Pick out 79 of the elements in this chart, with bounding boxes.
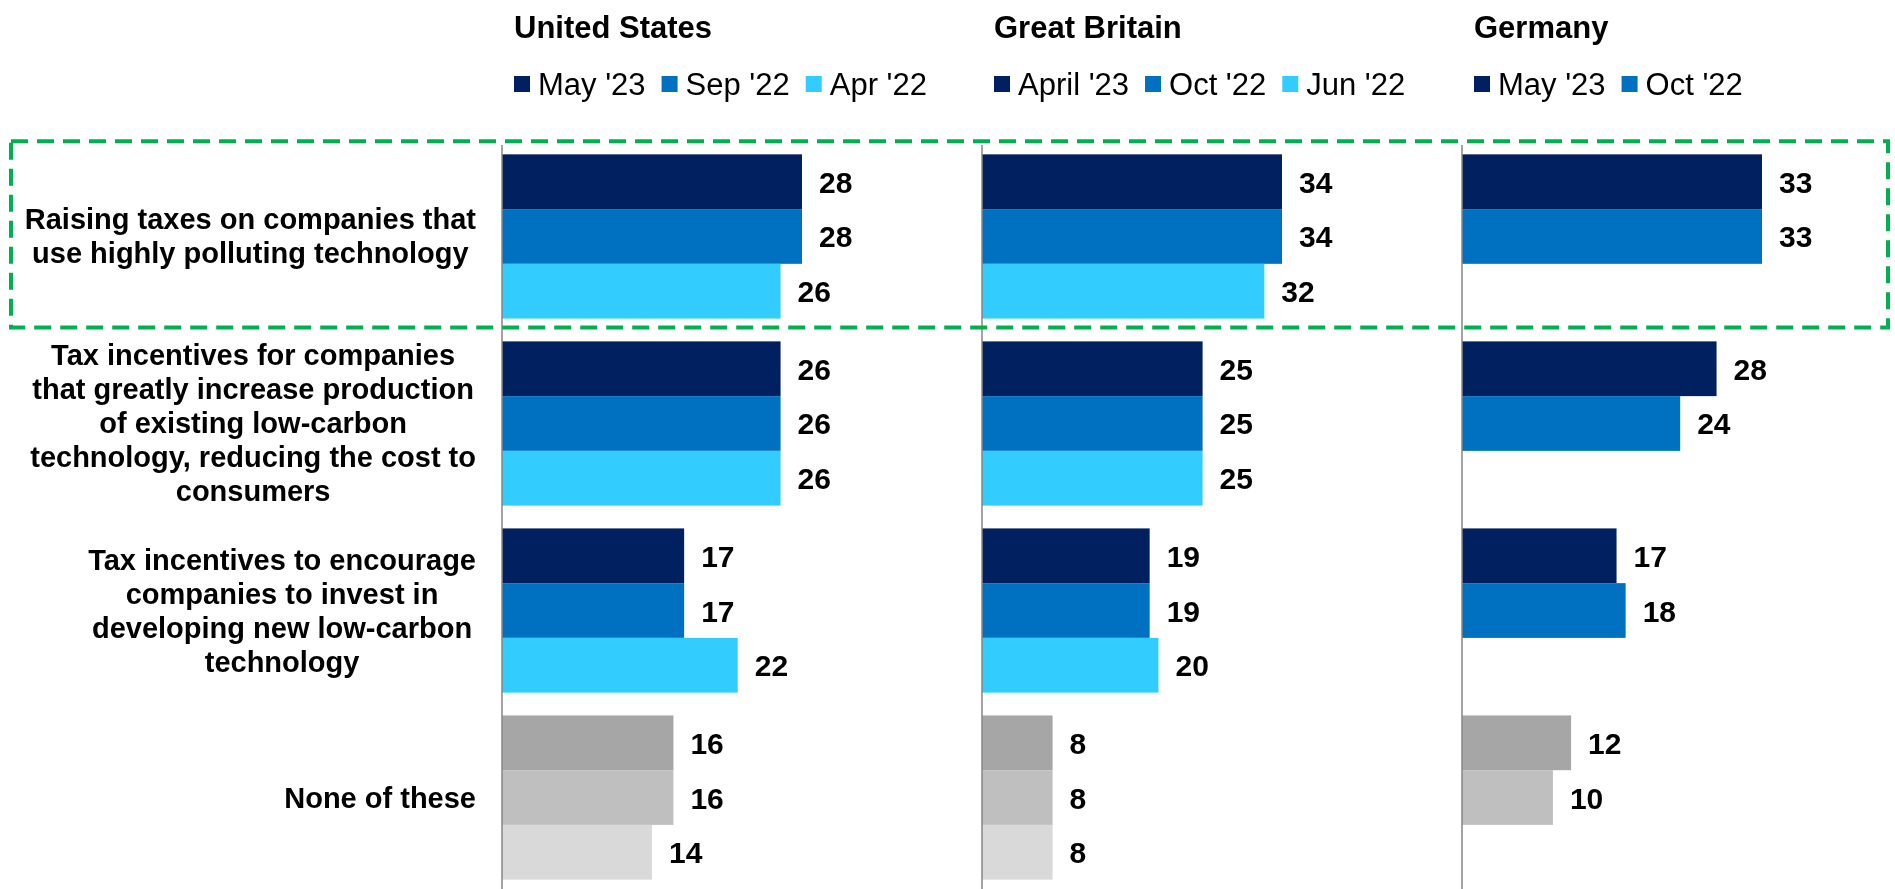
bar: [502, 715, 674, 771]
data-label: 28: [819, 219, 853, 253]
bar: [982, 715, 1053, 771]
data-label: 28: [1733, 352, 1767, 386]
chart-title: Great Britain: [994, 10, 1182, 45]
data-label: 8: [1069, 835, 1087, 869]
bar: [502, 450, 781, 506]
legend-label: Sep '22: [685, 66, 790, 102]
data-label: 34: [1299, 219, 1333, 253]
data-label: 17: [1633, 539, 1667, 573]
data-label: 25: [1219, 461, 1253, 495]
bar: [502, 637, 738, 693]
bar: [1462, 583, 1626, 638]
bar: [982, 396, 1203, 451]
data-label: 8: [1069, 726, 1087, 760]
bar: [1462, 715, 1572, 771]
bar: [502, 396, 781, 451]
bar: [502, 263, 781, 319]
bar: [502, 824, 652, 880]
data-label: 26: [797, 352, 831, 386]
legend-label: Oct '22: [1169, 66, 1267, 102]
bar: [502, 770, 674, 825]
data-label: 12: [1588, 726, 1622, 760]
bar: [982, 824, 1053, 880]
legend-label: Jun '22: [1306, 66, 1406, 102]
data-label: 17: [701, 594, 735, 628]
bar: [982, 154, 1282, 210]
bar: [502, 341, 781, 397]
data-label: 18: [1642, 594, 1677, 628]
bar: [1462, 528, 1617, 584]
y-tick-label: Tax incentives for companies that greatly increase production of existing low-carbon technology, reducing the cost to consumers: [30, 339, 476, 508]
legend-label: Apr '22: [829, 66, 928, 102]
data-label: 26: [797, 274, 831, 308]
data-label: 28: [819, 165, 853, 199]
data-label: 33: [1779, 165, 1813, 199]
data-label: 14: [669, 835, 703, 869]
legend-label: May '23: [1498, 66, 1606, 102]
data-label: 10: [1569, 781, 1604, 815]
data-label: 25: [1219, 352, 1253, 386]
bar: [982, 209, 1282, 264]
bar: [502, 528, 685, 584]
bar: [982, 263, 1265, 319]
data-label: 25: [1219, 406, 1253, 440]
legend-label: Oct '22: [1645, 66, 1743, 102]
legend-label: May '23: [538, 66, 646, 102]
y-tick-label: None of these: [284, 781, 476, 814]
y-tick-label: Raising taxes on companies that use highly polluting technology: [24, 203, 477, 270]
bar: [982, 770, 1053, 825]
data-label: 19: [1166, 539, 1201, 573]
data-label: 19: [1166, 594, 1201, 628]
y-tick-label: Tax incentives to encourage companies to invest in developing new low-carbon technology: [88, 543, 477, 678]
bar: [982, 450, 1203, 506]
bar: [502, 583, 685, 638]
data-label: 26: [797, 461, 831, 495]
data-label: 24: [1697, 406, 1731, 440]
bar: [982, 528, 1150, 584]
bar: [982, 341, 1203, 397]
bar: [982, 637, 1159, 693]
data-label: 20: [1175, 648, 1209, 682]
data-label: 33: [1779, 219, 1813, 253]
data-label: 16: [690, 726, 724, 760]
bar: [1462, 209, 1762, 264]
data-label: 17: [701, 539, 735, 573]
data-label: 32: [1281, 274, 1315, 308]
chart-title: Germany: [1474, 10, 1610, 45]
bar: [982, 583, 1150, 638]
data-label: 34: [1299, 165, 1333, 199]
bar: [1462, 770, 1553, 825]
data-label: 16: [690, 781, 724, 815]
chart-title: United States: [514, 10, 713, 45]
bar: [1462, 154, 1762, 210]
data-label: 8: [1069, 781, 1087, 815]
bar: [1462, 396, 1681, 451]
data-label: 26: [797, 406, 831, 440]
data-label: 22: [754, 648, 789, 682]
legend-label: April '23: [1018, 66, 1130, 102]
bar: [502, 154, 802, 210]
bar: [1462, 341, 1717, 397]
bar: [502, 209, 802, 264]
